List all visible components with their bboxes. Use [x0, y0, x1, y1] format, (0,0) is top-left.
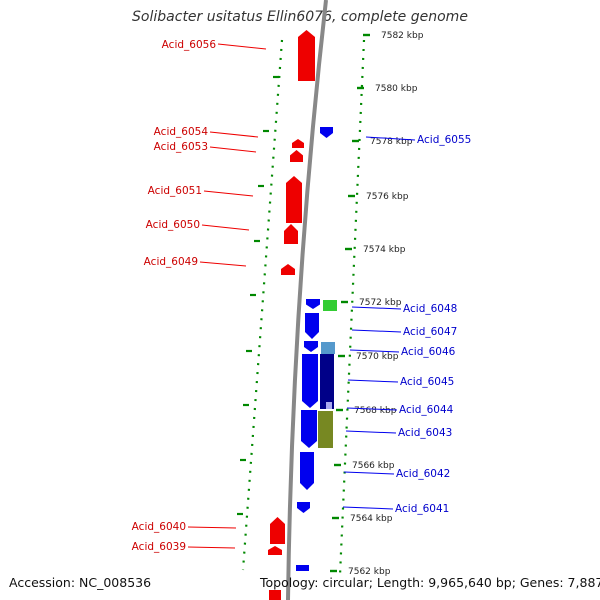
leader-line	[342, 506, 394, 510]
gene-acid-6046	[304, 341, 318, 352]
scale-label: 7576 kbp	[366, 192, 409, 202]
scale-label: 7574 kbp	[363, 245, 406, 255]
scale-label: 7582 kbp	[381, 31, 424, 41]
leader-line	[201, 224, 250, 231]
leader-line	[351, 329, 402, 333]
gene-partial-bottom-blue	[296, 565, 309, 571]
gene-acid-6041	[297, 502, 310, 513]
scale-label: 7568 kbp	[354, 406, 397, 416]
leader-line	[346, 407, 398, 411]
leader-line	[199, 261, 247, 267]
scale-label: 7564 kbp	[350, 514, 393, 524]
scale-label: 7566 kbp	[352, 461, 395, 471]
gene-labels: Acid_6056 Acid_6054 Acid_6053 Acid_6051 Acid…	[132, 39, 472, 553]
gene-label-acid-6044: Acid_6044	[399, 404, 454, 416]
backbone-arc	[286, 0, 328, 600]
gene-acid-6051	[286, 176, 302, 223]
gene-acid-6040	[270, 517, 285, 544]
leader-line	[351, 306, 402, 310]
gene-label-acid-6045: Acid_6045	[400, 376, 454, 388]
scale-label: 7572 kbp	[359, 298, 402, 308]
gene-partial-bottom	[269, 590, 281, 600]
leader-line	[187, 526, 237, 529]
scale-ticks: 7582 kbp 7580 kbp 7578 kbp 7576 kbp 7574 kbp…	[330, 31, 424, 577]
feature-olive-box	[318, 411, 333, 448]
label-leader-lines	[187, 43, 416, 549]
gene-acid-6055	[320, 127, 333, 138]
feature-navy-box	[320, 354, 334, 409]
gene-label-acid-6054: Acid_6054	[154, 126, 209, 138]
gene-label-acid-6046: Acid_6046	[401, 346, 456, 358]
scale-label: 7562 kbp	[348, 567, 391, 577]
leader-line	[365, 136, 416, 141]
leader-line	[349, 349, 400, 353]
gene-acid-6056	[298, 30, 315, 81]
gene-acid-6049	[281, 264, 295, 275]
leader-line	[345, 430, 397, 434]
gene-label-acid-6048: Acid_6048	[403, 303, 457, 315]
gene-label-acid-6041: Acid_6041	[395, 503, 449, 515]
gene-label-acid-6039: Acid_6039	[132, 541, 186, 553]
gene-acid-6050	[284, 224, 298, 244]
gene-label-acid-6049: Acid_6049	[144, 256, 198, 268]
gene-acid-6047	[305, 313, 319, 339]
gene-label-acid-6043: Acid_6043	[398, 427, 452, 439]
leader-line	[343, 471, 395, 475]
leader-line	[347, 379, 399, 383]
gene-label-acid-6040: Acid_6040	[132, 521, 186, 533]
leader-line	[209, 146, 257, 153]
gene-acid-6048	[306, 299, 320, 309]
scale-label: 7580 kbp	[375, 84, 418, 94]
gene-label-acid-6056: Acid_6056	[162, 39, 217, 51]
gene-acid-6043	[301, 410, 317, 448]
gene-label-acid-6055: Acid_6055	[417, 134, 471, 146]
genome-summary-text: Topology: circular; Length: 9,965,640 bp…	[260, 575, 600, 590]
leader-line	[187, 546, 236, 549]
feature-lightblue-box	[321, 342, 335, 354]
accession-text: Accession: NC_008536	[9, 575, 152, 590]
leader-line	[209, 131, 259, 138]
dotted-guide-lines	[237, 39, 366, 576]
gene-label-acid-6042: Acid_6042	[396, 468, 450, 480]
scale-label: 7570 kbp	[356, 352, 399, 362]
leader-line	[203, 190, 254, 197]
gene-label-acid-6050: Acid_6050	[146, 219, 200, 231]
gene-acid-6053	[290, 150, 303, 162]
feature-lilac-box	[326, 402, 332, 409]
gene-acid-6042	[300, 452, 314, 490]
feature-green-box	[323, 300, 337, 311]
genome-backbone	[286, 0, 328, 600]
gene-label-acid-6051: Acid_6051	[148, 185, 202, 197]
scale-label: 7578 kbp	[370, 137, 413, 147]
gene-acid-6045	[302, 354, 318, 408]
left-dotted-line	[241, 39, 284, 571]
gene-acid-6039	[268, 546, 282, 555]
genome-title: Solibacter usitatus Ellin6076, complete …	[132, 9, 468, 25]
gene-label-acid-6053: Acid_6053	[154, 141, 208, 153]
gene-acid-6054	[292, 139, 304, 148]
gene-features	[268, 30, 337, 600]
gene-label-acid-6047: Acid_6047	[403, 326, 457, 338]
leader-line	[217, 43, 267, 50]
